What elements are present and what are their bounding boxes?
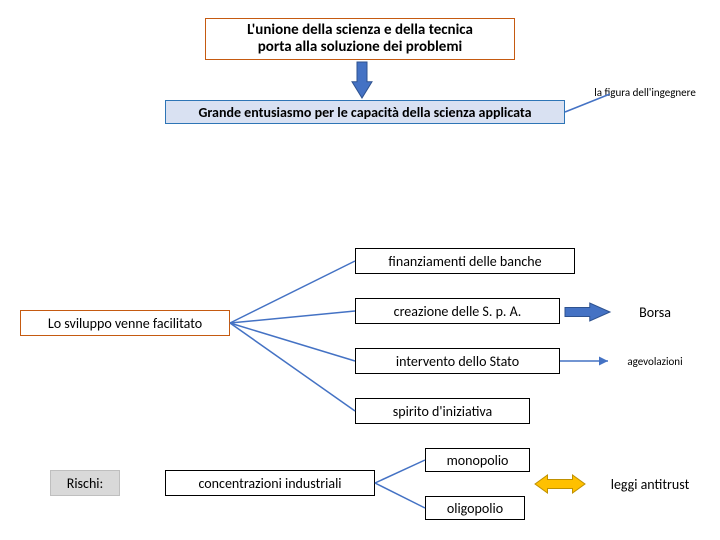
- antitrust-label: leggi antitrust: [590, 474, 710, 494]
- branch-box: creazione delle S. p. A.: [355, 298, 560, 324]
- facilitato-text: Lo sviluppo venne facilitato: [48, 315, 202, 332]
- branch-text: finanziamenti delle banche: [388, 253, 541, 270]
- branch-box: spirito d'iniziativa: [355, 398, 530, 424]
- branch-text: intervento dello Stato: [396, 353, 519, 370]
- borsa-text: Borsa: [639, 304, 671, 321]
- borsa-label: Borsa: [620, 302, 690, 322]
- branch-text: spirito d'iniziativa: [393, 403, 492, 420]
- agevolazioni-label: agevolazioni: [610, 352, 700, 370]
- branch-text: creazione delle S. p. A.: [394, 303, 522, 320]
- rischi-label-box: Rischi:: [50, 470, 120, 496]
- facilitato-box: Lo sviluppo venne facilitato: [20, 310, 230, 336]
- enthusiasm-text: Grande entusiasmo per le capacità della …: [198, 104, 531, 121]
- enthusiasm-box: Grande entusiasmo per le capacità della …: [165, 100, 565, 124]
- engineer-label: la figura dell'ingegnere: [575, 84, 715, 100]
- title-line1: L'unione della scienza e della tecnica: [247, 22, 473, 39]
- oligopolio-box: oligopolio: [425, 496, 525, 520]
- monopolio-text: monopolio: [447, 452, 509, 469]
- engineer-text: la figura dell'ingegnere: [594, 86, 696, 99]
- branch-box: intervento dello Stato: [355, 348, 560, 374]
- monopolio-box: monopolio: [425, 448, 530, 472]
- agevolazioni-text: agevolazioni: [627, 355, 682, 368]
- title-line2: porta alla soluzione dei problemi: [247, 39, 473, 56]
- rischi-text: Rischi:: [67, 475, 104, 492]
- title-box: L'unione della scienza e della tecnica p…: [205, 18, 515, 60]
- antitrust-text: leggi antitrust: [611, 476, 690, 493]
- concentrazioni-box: concentrazioni industriali: [165, 470, 375, 496]
- branch-box: finanziamenti delle banche: [355, 248, 575, 274]
- oligopolio-text: oligopolio: [447, 500, 503, 517]
- concentrazioni-text: concentrazioni industriali: [198, 475, 341, 492]
